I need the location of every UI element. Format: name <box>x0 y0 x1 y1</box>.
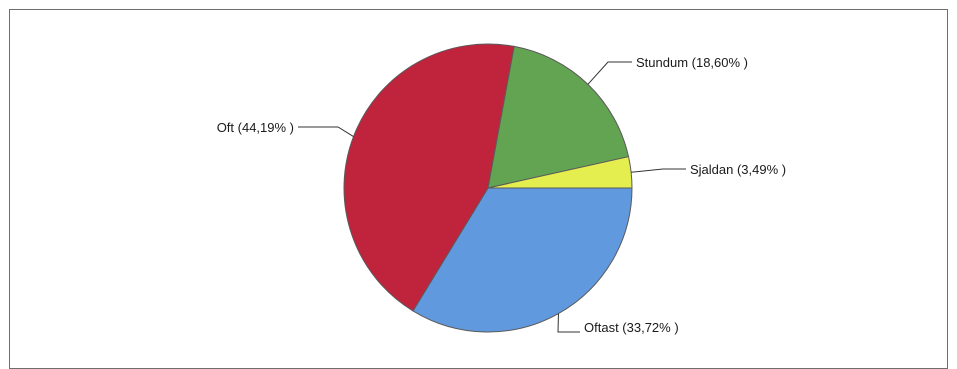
leader-line <box>631 168 686 173</box>
slice-label: Sjaldan (3,49% ) <box>690 162 786 177</box>
slice-label: Stundum (18,60% ) <box>636 55 748 70</box>
pie-slice <box>487 45 630 189</box>
slice-label: Oftast (33,72% ) <box>584 320 679 335</box>
leader-line <box>587 61 632 85</box>
leader-line <box>298 126 354 137</box>
leader-line <box>557 313 580 333</box>
slice-label: Oft (44,19% ) <box>217 120 294 135</box>
pie-slice <box>412 187 633 333</box>
